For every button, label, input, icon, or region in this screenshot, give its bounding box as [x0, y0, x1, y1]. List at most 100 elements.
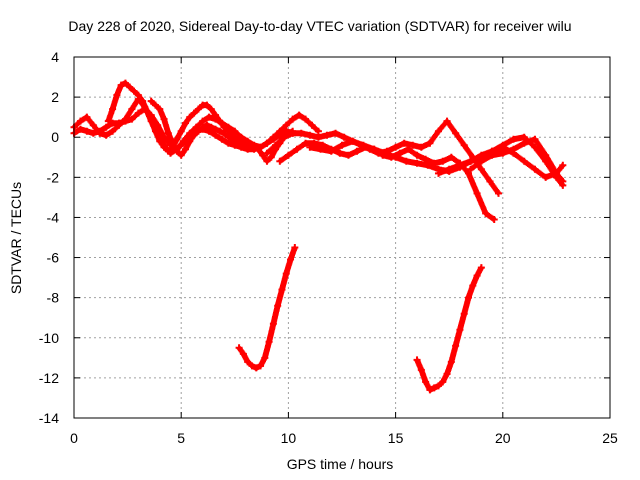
- data-point: [130, 87, 138, 95]
- data-point: [102, 123, 110, 131]
- data-point: [499, 141, 507, 149]
- data-point: [173, 135, 181, 143]
- grid-lines: [74, 57, 610, 418]
- data-point: [212, 131, 220, 139]
- x-tick-label: 5: [177, 430, 185, 446]
- x-tick-label: 25: [602, 430, 618, 446]
- data-point: [242, 141, 250, 149]
- data-point: [263, 149, 271, 157]
- data-point: [250, 143, 258, 151]
- data-point: [224, 133, 232, 141]
- data-point: [327, 147, 335, 155]
- data-point: [499, 149, 507, 157]
- data-point: [482, 209, 490, 217]
- data-point: [151, 127, 159, 135]
- data-point: [121, 79, 129, 87]
- data-point: [160, 133, 168, 141]
- data-point: [83, 113, 91, 121]
- data-point: [284, 151, 292, 159]
- data-point: [269, 320, 277, 328]
- data-point: [520, 139, 528, 147]
- data-point: [495, 189, 503, 197]
- data-point: [443, 370, 451, 378]
- data-point: [520, 133, 528, 141]
- data-point: [252, 364, 260, 372]
- data-point: [336, 149, 344, 157]
- data-point: [332, 129, 340, 137]
- data-point: [156, 105, 164, 113]
- data-point: [349, 137, 357, 145]
- data-point: [181, 119, 189, 127]
- data-point: [115, 119, 123, 127]
- data-point: [134, 91, 142, 99]
- data-layer: [70, 79, 567, 394]
- y-tick-label: -10: [39, 330, 59, 346]
- data-point: [160, 143, 168, 151]
- data-point: [317, 145, 325, 153]
- data-point: [205, 113, 213, 121]
- data-point: [220, 123, 228, 131]
- data-series-arc-k: [413, 264, 485, 394]
- data-point: [259, 151, 267, 159]
- data-point: [89, 129, 97, 137]
- data-point: [117, 81, 125, 89]
- data-point: [269, 135, 277, 143]
- x-tick-label: 0: [70, 430, 78, 446]
- data-point: [128, 115, 136, 123]
- data-point: [422, 155, 430, 163]
- y-tick-label: -4: [47, 209, 60, 225]
- data-point: [229, 135, 237, 143]
- data-point: [473, 272, 481, 280]
- x-axis-label: GPS time / hours: [286, 456, 394, 472]
- data-point: [280, 133, 288, 141]
- data-point: [434, 127, 442, 135]
- data-point: [181, 145, 189, 153]
- data-point: [190, 131, 198, 139]
- y-tick-label: 2: [51, 89, 59, 105]
- x-tick-label: 20: [495, 430, 511, 446]
- data-point: [104, 117, 112, 125]
- data-point: [302, 139, 310, 147]
- data-point: [400, 139, 408, 147]
- data-point: [186, 113, 194, 121]
- data-point: [439, 157, 447, 165]
- data-point: [199, 123, 207, 131]
- x-tick-label: 10: [281, 430, 297, 446]
- data-series-arc-c: [104, 79, 250, 155]
- data-point: [274, 302, 282, 310]
- data-point: [173, 147, 181, 155]
- data-point: [338, 141, 346, 149]
- data-point: [282, 121, 290, 129]
- data-point: [542, 151, 550, 159]
- data-point: [139, 97, 147, 105]
- data-point: [434, 169, 442, 177]
- data-point: [235, 344, 243, 352]
- y-tick-label: 4: [51, 49, 59, 65]
- data-point: [220, 129, 228, 137]
- data-point: [464, 169, 472, 177]
- data-point: [194, 105, 202, 113]
- data-point: [239, 350, 247, 358]
- data-point: [143, 107, 151, 115]
- data-point: [469, 282, 477, 290]
- data-point: [340, 133, 348, 141]
- data-point: [244, 358, 252, 366]
- data-point: [422, 378, 430, 386]
- data-point: [134, 109, 142, 117]
- data-point: [413, 356, 421, 364]
- data-point: [434, 382, 442, 390]
- data-point: [424, 161, 432, 169]
- data-point: [289, 129, 297, 137]
- data-point: [89, 121, 97, 129]
- data-point: [109, 105, 117, 113]
- data-point: [267, 153, 275, 161]
- data-point: [467, 157, 475, 165]
- data-point: [293, 145, 301, 153]
- data-point: [231, 127, 239, 135]
- data-point: [186, 137, 194, 145]
- data-point: [126, 83, 134, 91]
- data-point: [295, 111, 303, 119]
- data-point: [289, 115, 297, 123]
- data-point: [164, 147, 172, 155]
